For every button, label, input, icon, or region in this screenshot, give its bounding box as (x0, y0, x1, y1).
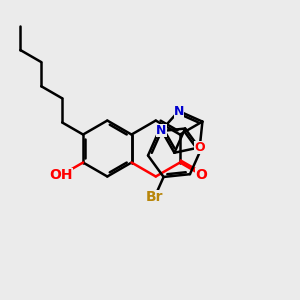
Text: N: N (156, 124, 167, 137)
Text: OH: OH (50, 168, 73, 182)
Text: O: O (195, 168, 207, 182)
Text: Br: Br (146, 190, 164, 204)
Text: O: O (194, 141, 205, 154)
Text: N: N (174, 104, 184, 118)
